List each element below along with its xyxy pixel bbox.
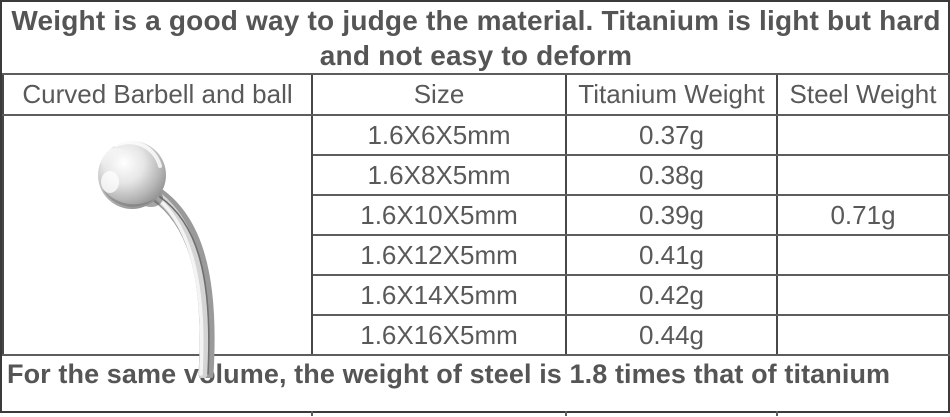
steel-weight-cell — [775, 154, 950, 196]
table-row: 1.6X14X5mm 0.42g — [3, 274, 950, 316]
column-header-product: Curved Barbell and ball — [2, 73, 313, 116]
titanium-weight-cell: 0.44g — [565, 314, 778, 356]
titanium-weight-cell: 0.39g — [565, 194, 778, 236]
size-cell: 1.6X10X5mm — [311, 194, 567, 236]
table-row: 1.6X16X5mm 0.44g — [3, 314, 950, 356]
steel-weight-cell — [775, 234, 950, 276]
column-line-stub — [311, 411, 313, 416]
curved-barbell-photo — [98, 140, 215, 378]
size-cell: 1.6X6X5mm — [311, 114, 567, 156]
size-cell: 1.6X16X5mm — [311, 314, 567, 356]
banner-line-1: Weight is a good way to judge the materi… — [11, 4, 941, 36]
size-cell: 1.6X12X5mm — [311, 234, 567, 276]
banner-cell: Weight is a good way to judge the materi… — [3, 2, 950, 75]
footer-cell: For the same volume, the weight of steel… — [3, 354, 950, 392]
column-line-stub — [565, 411, 567, 416]
column-header-row: Curved Barbell and ball Size Titanium We… — [2, 73, 950, 116]
titanium-weight-cell: 0.41g — [565, 234, 778, 276]
column-header-steel-weight: Steel Weight — [775, 73, 950, 116]
titanium-weight-cell: 0.42g — [565, 274, 778, 316]
table-row: 1.6X8X5mm 0.38g — [3, 154, 950, 196]
footer-note: For the same volume, the weight of steel… — [7, 358, 891, 389]
banner-row: Weight is a good way to judge the materi… — [3, 2, 950, 75]
weight-table: Weight is a good way to judge the materi… — [2, 2, 950, 392]
product-image-cell — [2, 114, 313, 378]
steel-weight-cell: 0.71g — [775, 194, 950, 236]
table-row: 1.6X6X5mm 0.37g — [2, 114, 950, 378]
column-header-size: Size — [311, 73, 567, 116]
table-row: 1.6X10X5mm 0.39g 0.71g — [3, 194, 950, 236]
column-line-stub — [776, 411, 778, 416]
titanium-weight-cell: 0.38g — [565, 154, 778, 196]
steel-weight-cell — [775, 114, 950, 156]
titanium-weight-cell: 0.37g — [565, 114, 778, 156]
size-cell: 1.6X14X5mm — [311, 274, 567, 316]
column-header-titanium-weight: Titanium Weight — [565, 73, 778, 116]
footer-row: For the same volume, the weight of steel… — [3, 354, 950, 392]
steel-weight-cell — [775, 274, 950, 316]
banner-line-2: and not easy to deform — [319, 39, 633, 71]
table-row: 1.6X12X5mm 0.41g — [3, 234, 950, 276]
size-cell: 1.6X8X5mm — [311, 154, 567, 196]
steel-weight-cell — [775, 314, 950, 356]
